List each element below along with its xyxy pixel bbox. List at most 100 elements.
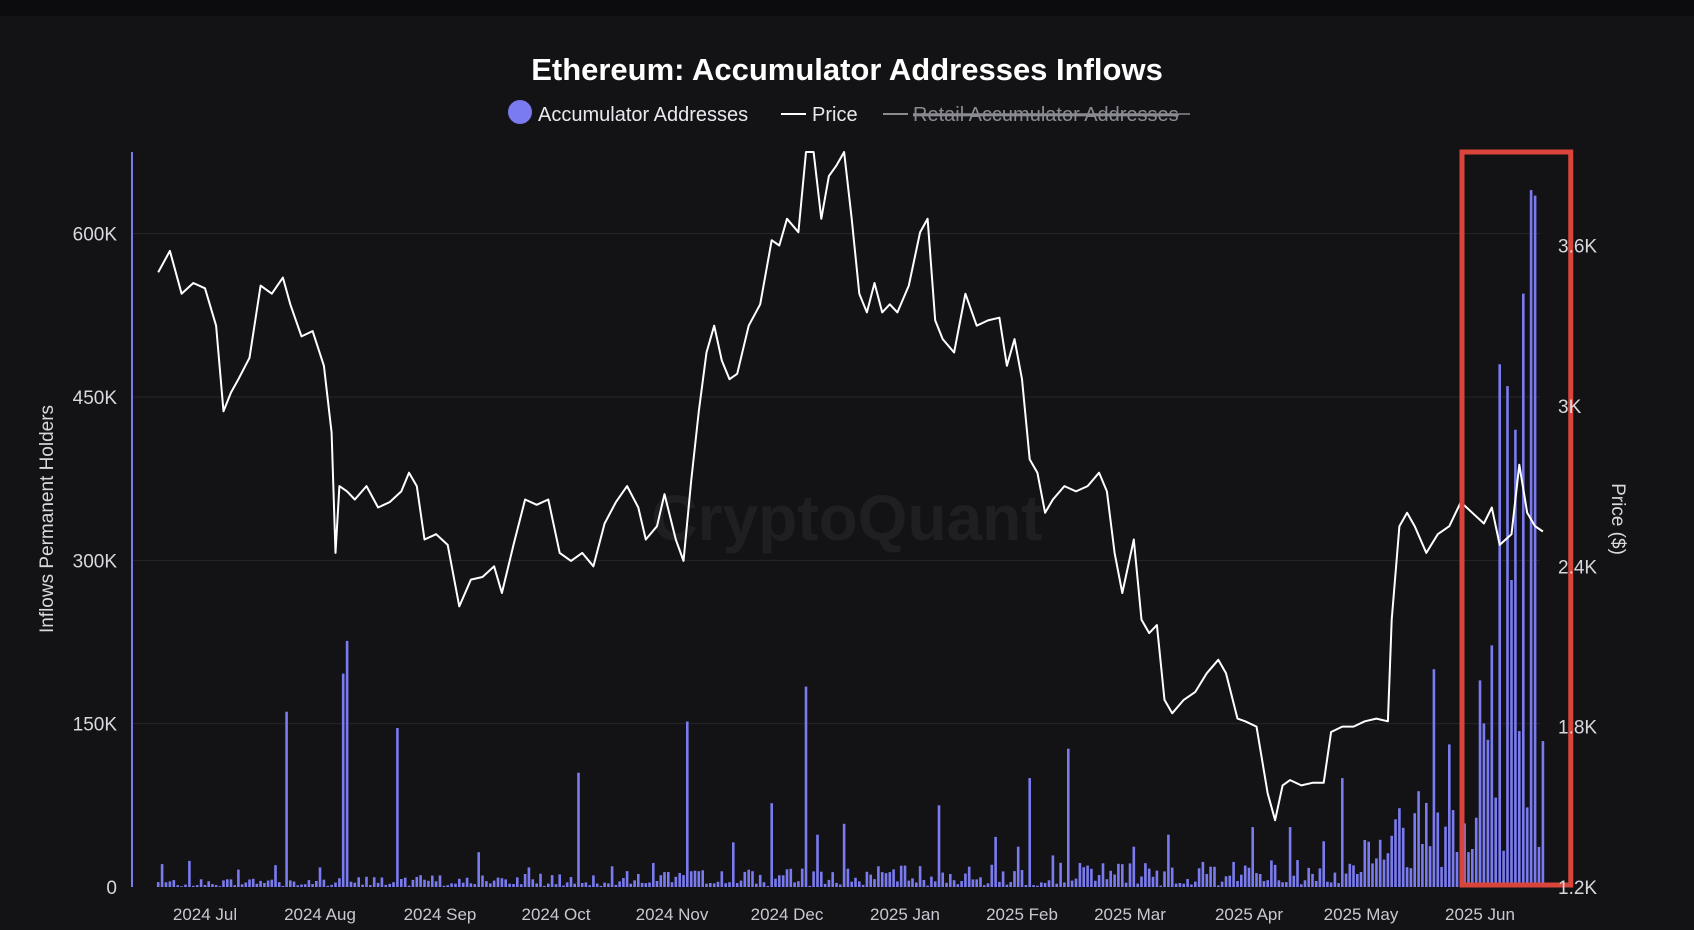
bar xyxy=(307,880,311,887)
y-left-tick-label: 600K xyxy=(73,225,118,246)
bar xyxy=(523,874,527,887)
bar xyxy=(812,871,815,887)
bar xyxy=(1040,882,1043,887)
bar xyxy=(1394,819,1397,887)
bar xyxy=(372,877,376,887)
bar xyxy=(839,884,842,887)
bar xyxy=(915,882,918,887)
bar xyxy=(407,885,411,887)
bar xyxy=(1167,834,1170,887)
bar xyxy=(831,872,834,887)
bar xyxy=(716,881,720,887)
bar xyxy=(911,878,914,887)
bar xyxy=(255,883,259,887)
bar xyxy=(1311,873,1314,887)
bar xyxy=(877,866,880,887)
bar xyxy=(442,885,446,887)
bar xyxy=(1341,778,1344,887)
bar xyxy=(670,882,674,887)
bar xyxy=(218,886,222,887)
highlight-box xyxy=(1459,149,1574,888)
bar xyxy=(450,883,453,887)
bar xyxy=(1273,864,1277,887)
bar xyxy=(797,881,800,887)
bar xyxy=(930,876,933,887)
bar xyxy=(637,874,640,887)
bar xyxy=(580,883,584,887)
legend: Accumulator Addresses Price Retail Accumul… xyxy=(508,100,1190,126)
bar xyxy=(353,882,357,887)
bar xyxy=(1329,882,1333,887)
bar xyxy=(251,878,255,887)
bar xyxy=(569,877,573,887)
bar xyxy=(1440,866,1443,887)
bar xyxy=(743,871,747,887)
bar xyxy=(469,883,473,887)
bar xyxy=(793,882,796,887)
bar xyxy=(701,870,704,887)
x-tick-label: 2025 Jun xyxy=(1445,905,1515,924)
bar xyxy=(823,883,827,887)
bar xyxy=(1359,872,1363,887)
bar xyxy=(865,871,869,887)
bar xyxy=(1318,868,1322,887)
bar xyxy=(1363,840,1367,887)
bar xyxy=(1337,883,1340,887)
bar xyxy=(558,874,561,887)
y-right-tick-label: 3.6K xyxy=(1558,237,1597,258)
bar xyxy=(168,881,172,887)
x-tick-label: 2024 Nov xyxy=(636,905,709,924)
bar xyxy=(226,879,229,887)
y-left-tick-label: 0 xyxy=(106,878,117,899)
bar xyxy=(610,866,614,887)
legend-label-retail[interactable]: Retail Accumulator Addresses xyxy=(913,104,1179,126)
bar-series xyxy=(156,190,1545,888)
bar xyxy=(751,871,754,887)
bar xyxy=(1262,881,1266,887)
y-right-tick-label: 1.2K xyxy=(1558,878,1597,899)
top-strip xyxy=(0,0,1694,16)
legend-label-accumulator[interactable]: Accumulator Addresses xyxy=(538,104,748,126)
bar xyxy=(941,872,944,887)
bar xyxy=(1417,791,1420,887)
price-line xyxy=(157,151,1544,822)
bar xyxy=(539,873,542,887)
bar xyxy=(808,885,812,887)
bar xyxy=(1016,846,1020,887)
bar xyxy=(1451,810,1455,887)
bar xyxy=(945,882,948,887)
bar xyxy=(835,882,838,887)
bar xyxy=(1197,868,1201,887)
bar xyxy=(789,868,793,887)
bar xyxy=(1067,748,1070,887)
bar xyxy=(361,884,364,887)
bar xyxy=(842,823,846,887)
bar xyxy=(334,882,337,887)
bar xyxy=(496,877,500,887)
bar xyxy=(1428,846,1432,887)
bar xyxy=(184,884,187,887)
bar xyxy=(281,885,285,887)
bar xyxy=(1281,882,1284,887)
bar xyxy=(1296,860,1299,887)
bar xyxy=(1121,864,1124,887)
bar xyxy=(369,885,372,887)
y-left-tick-label: 300K xyxy=(73,551,118,572)
bar xyxy=(396,728,399,887)
bar xyxy=(625,871,629,887)
bar xyxy=(1220,881,1224,887)
bar xyxy=(735,883,739,887)
bar xyxy=(1182,883,1185,887)
legend-label-price[interactable]: Price xyxy=(812,104,858,126)
bar xyxy=(1522,293,1525,888)
bar xyxy=(800,868,804,887)
bar xyxy=(1421,844,1424,887)
bar xyxy=(1409,868,1413,887)
bar xyxy=(411,879,415,887)
bar xyxy=(1390,835,1393,887)
bar xyxy=(697,871,701,887)
bar xyxy=(1382,859,1386,887)
bar xyxy=(427,880,430,887)
bar xyxy=(1314,881,1318,887)
